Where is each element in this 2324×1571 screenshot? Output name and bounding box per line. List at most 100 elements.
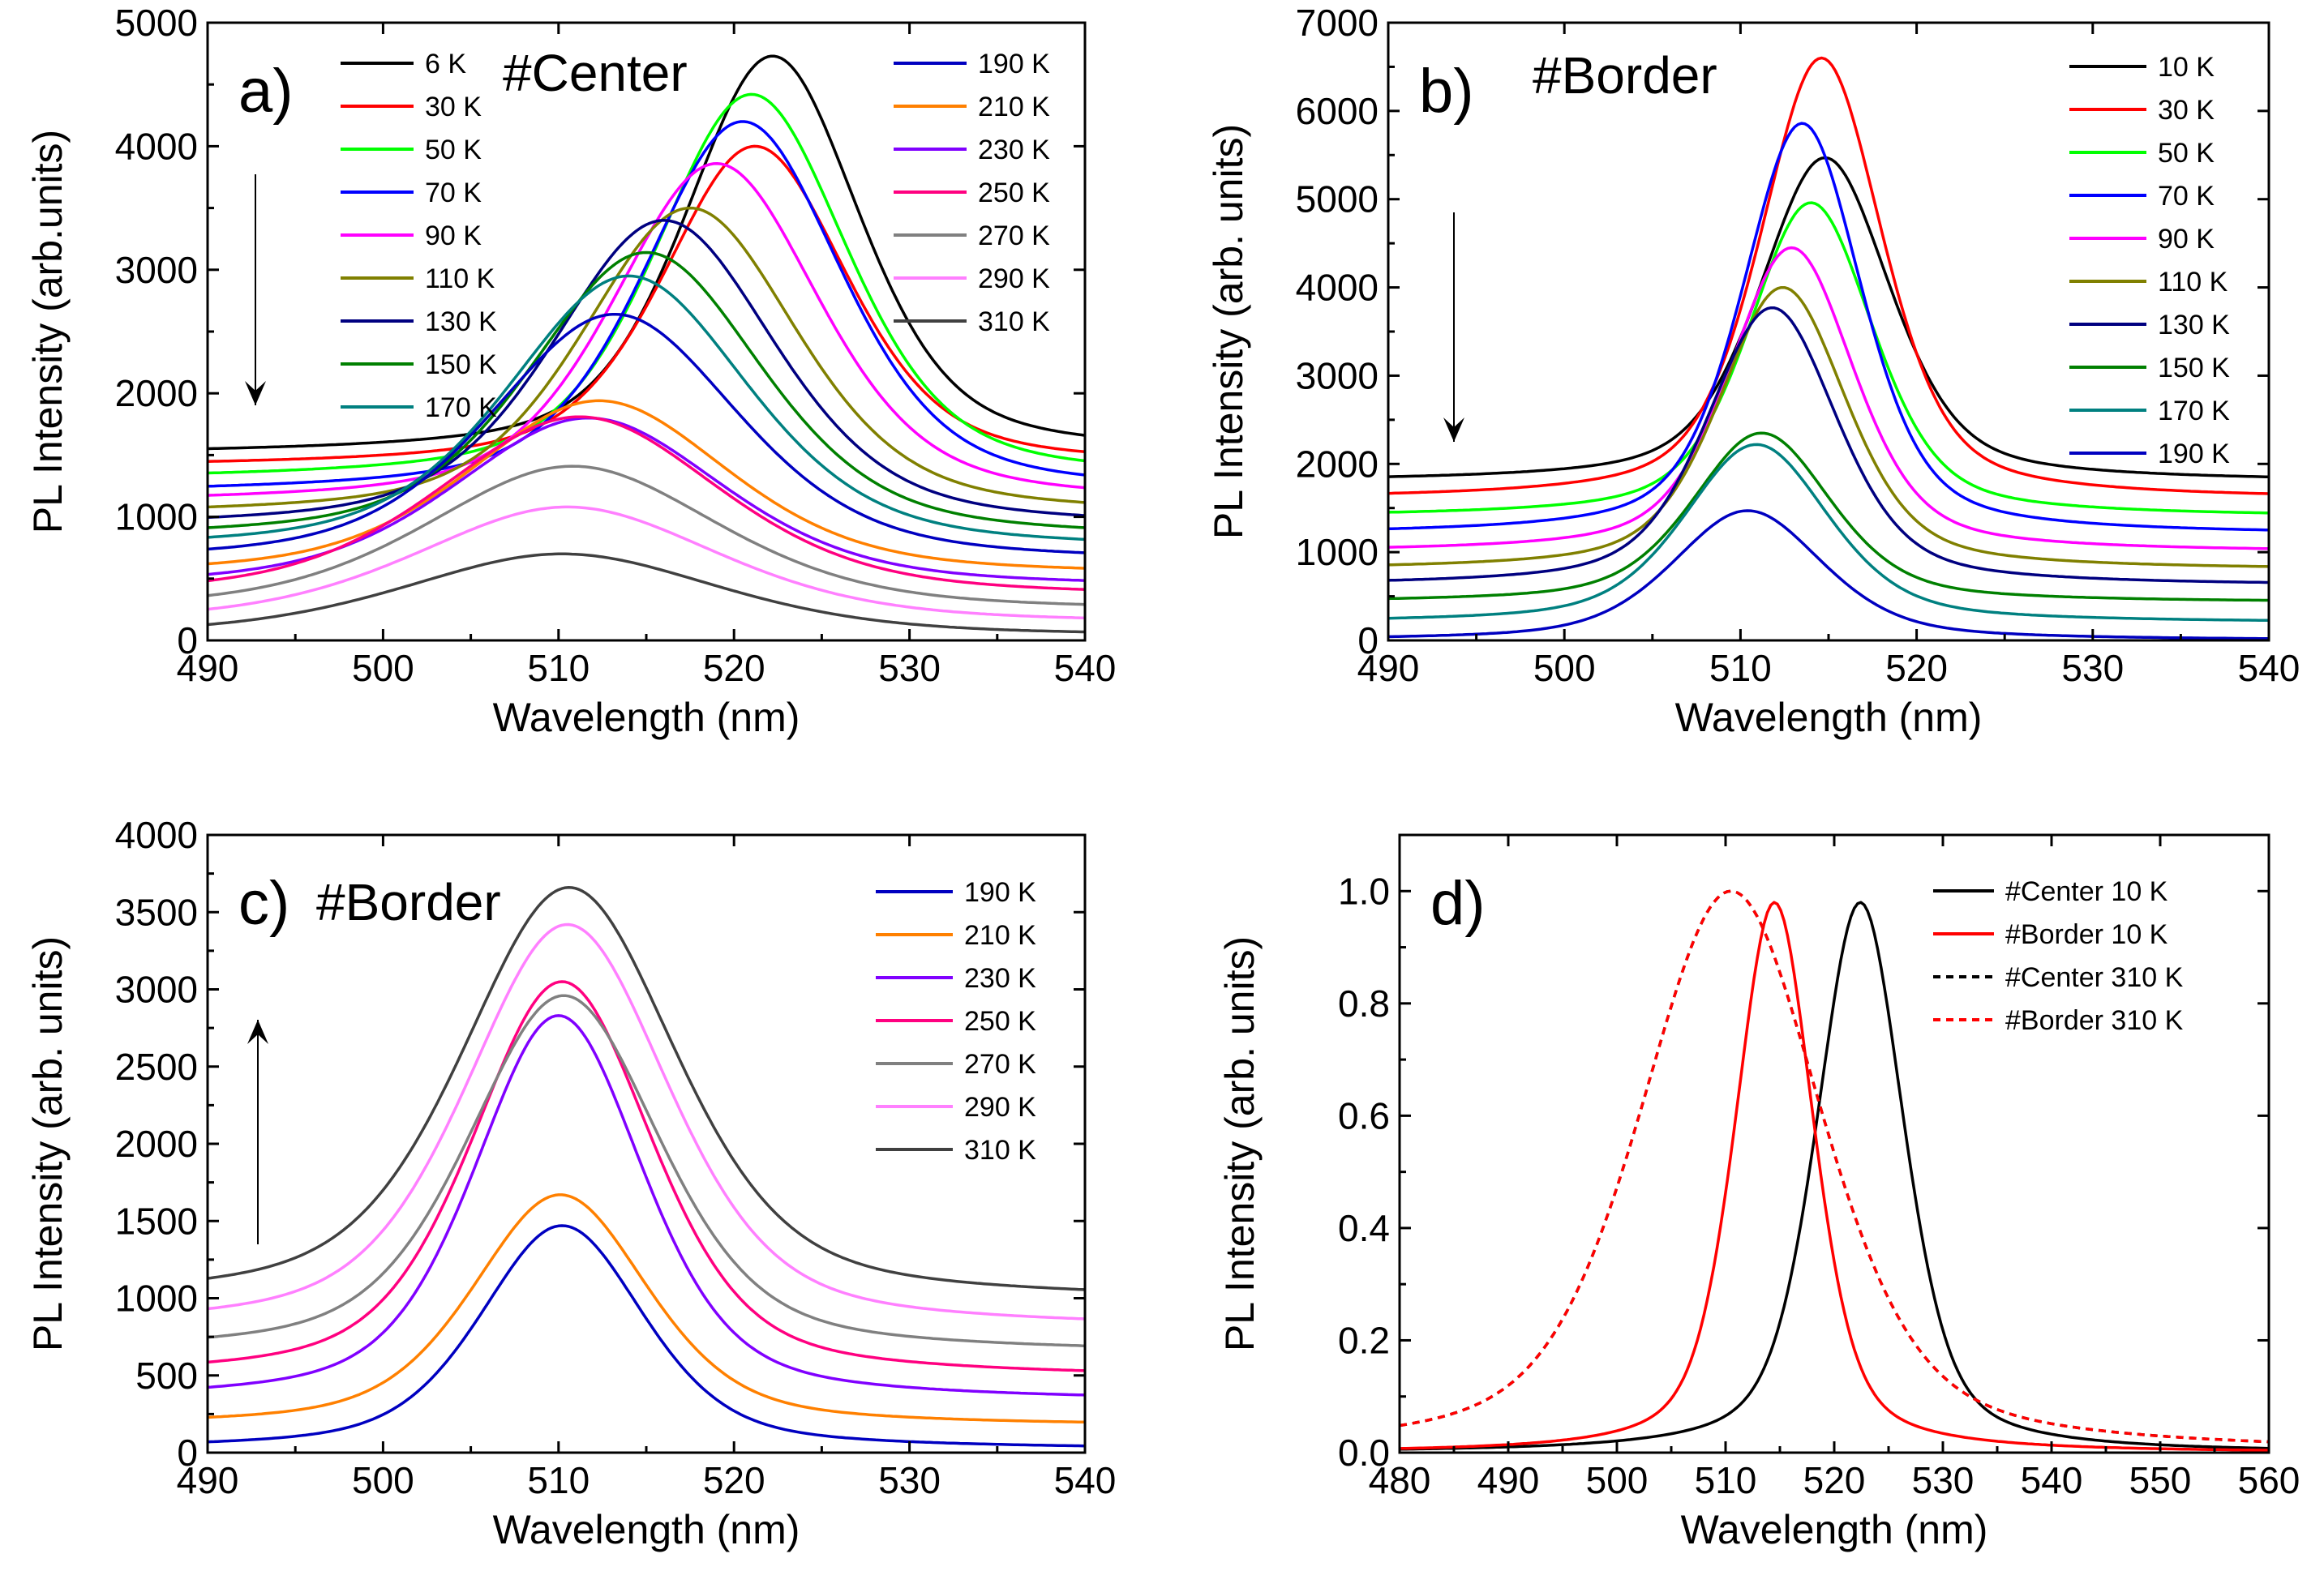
series-line [1388,443,2269,623]
legend-label: 170 K [2158,396,2230,426]
series-line [208,120,1085,488]
series-line [1388,431,2269,602]
y-tick-label: 7000 [1296,2,1379,44]
panel-tag: #Border [1533,46,1717,105]
series-line [208,144,1085,463]
series-line [1400,901,2269,1452]
legend-label: 190 K [2158,439,2230,469]
legend: 10 K 30 K 50 K 70 K 90 K 110 K 130 K 150 K 170 K… [2069,52,2230,469]
legend: 6 K 30 K 50 K 70 K 90 K 110 K 130 K 150 K 170 K 1… [341,49,1050,423]
y-tick-label: 1000 [115,1278,198,1320]
plot-frame [1387,21,2270,642]
x-tick-label: 550 [2129,1459,2192,1501]
x-tick-label: 520 [1885,647,1948,689]
x-tick-label: 520 [1803,1459,1866,1501]
plot-area [208,54,1085,634]
series-line [1388,56,2269,495]
series-line [208,464,1085,606]
x-tick-label: 510 [527,647,590,689]
legend-label: 110 K [2158,267,2228,298]
series-line [1388,509,2269,640]
legend-label: 290 K [978,263,1050,294]
arrow-head-icon [247,1020,268,1044]
panel-label: a) [238,57,294,126]
panel-b: 490 500 510 520 530 540 0 1000 2000 3000 4000 5000 6… [1206,2,2300,740]
y-tick-label: 6000 [1296,90,1379,132]
y-tick-label: 2500 [115,1046,198,1088]
panel-tag: #Center [503,44,688,102]
y-tick-label: 1.0 [1338,870,1390,912]
legend-label: 290 K [964,1092,1036,1123]
legend-label: 30 K [2158,95,2215,126]
series-line [208,399,1085,570]
x-tick-label: 530 [878,647,941,689]
y-tick-label: 4000 [1296,267,1379,309]
x-axis-label: Wavelength (nm) [1681,1507,1988,1552]
y-tick-label: 0.6 [1338,1094,1390,1137]
legend-label: 70 K [425,178,482,208]
y-tick-label: 2000 [115,1123,198,1165]
legend-label: 50 K [2158,138,2215,169]
series-line [1388,306,2269,584]
series-line [1400,901,2269,1451]
series-line [208,1193,1085,1424]
plot-area [1400,889,2269,1452]
y-tick-label: 1500 [115,1200,198,1242]
legend-label: 210 K [964,920,1036,951]
y-tick-label: 3000 [115,969,198,1011]
legend-label: #Center 10 K [2005,876,2168,907]
x-tick-label: 480 [1369,1459,1431,1501]
legend-label: 310 K [978,306,1050,337]
y-tick-label: 1000 [1296,531,1379,573]
x-tick-label: 540 [1054,647,1117,689]
series-line [208,415,1085,591]
legend-label: 250 K [964,1006,1036,1037]
y-tick-label: 3500 [115,891,198,933]
x-tick-label: 530 [2061,647,2124,689]
legend-label: 70 K [2158,181,2215,212]
y-tick-label: 4000 [115,814,198,856]
legend: #Center 10 K #Border 10 K #Center 310 K #Bo… [1933,876,2184,1036]
legend-label: 130 K [2158,310,2230,340]
x-tick-label: 540 [2238,647,2300,689]
legend-label: 170 K [425,392,497,423]
x-tick-label: 530 [1912,1459,1975,1501]
arrow-head-icon [245,381,266,405]
y-axis-label: PL Intensity (arb. units) [25,936,71,1351]
panel-label: c) [238,869,289,938]
y-tick-label: 2000 [1296,443,1379,485]
series-line [208,922,1085,1321]
series-line [208,1014,1085,1397]
legend-label: 250 K [978,178,1050,208]
legend-label: 130 K [425,306,497,337]
legend-label: 110 K [425,263,495,294]
x-tick-label: 510 [1709,647,1772,689]
series-line [208,1224,1085,1448]
legend-label: 210 K [978,92,1050,122]
y-tick-label: 0 [177,619,198,661]
x-tick-label: 510 [1695,1459,1757,1501]
y-tick-label: 0 [1357,619,1379,661]
legend-label: #Border 10 K [2005,919,2168,950]
x-tick-label: 540 [1054,1459,1117,1501]
y-tick-label: 1000 [115,496,198,538]
series-line [1400,889,2269,1444]
plot-area [208,886,1085,1448]
panel-d: 480 490 500 510 520 530 540 550 560 0.0 0.2 0.4 0.6 0… [1217,833,2300,1552]
y-tick-label: 0.4 [1338,1207,1390,1249]
panel-a: 490 500 510 520 530 540 0 1000 2000 3000 4000 5000 W… [25,2,1116,740]
x-tick-label: 540 [2021,1459,2083,1501]
y-tick-label: 0.8 [1338,982,1390,1025]
y-tick-label: 5000 [115,2,198,44]
x-axis-label: Wavelength (nm) [493,695,800,740]
legend: 190 K 210 K 230 K 250 K 270 K 290 K 310 K [876,877,1036,1166]
x-tick-label: 500 [1586,1459,1649,1501]
series-line [208,980,1085,1372]
series-line [208,219,1085,520]
y-tick-label: 4000 [115,125,198,167]
x-tick-label: 560 [2238,1459,2300,1501]
y-tick-label: 3000 [1296,354,1379,396]
series-line [1388,285,2269,568]
panel-label: d) [1430,869,1486,938]
